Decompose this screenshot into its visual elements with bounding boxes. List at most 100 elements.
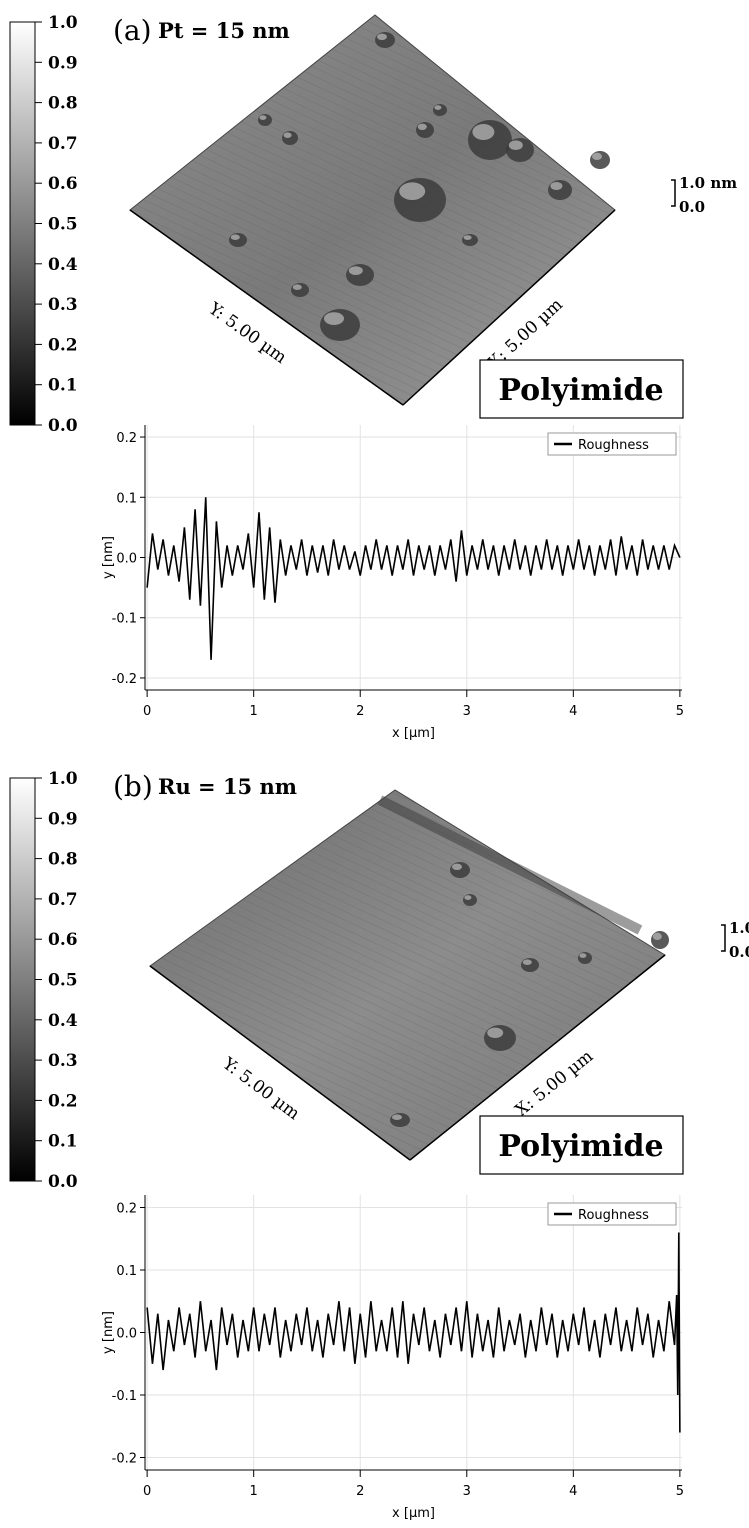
- colorbar-tick-label: 0.5: [48, 971, 78, 991]
- legend-label: Roughness: [578, 1208, 649, 1223]
- substrate-label: Polyimide: [498, 373, 663, 408]
- y-tick-label: 0.2: [116, 1202, 137, 1217]
- colorbar-tick-label: 0.3: [48, 1051, 78, 1071]
- legend-box: [547, 432, 677, 456]
- x-tick-label: 2: [356, 704, 364, 719]
- colorbar: [9, 777, 36, 1182]
- y-tick-label: 0.2: [116, 431, 137, 446]
- surface-feature-highlight: [392, 1114, 402, 1120]
- y-tick-label: -0.1: [112, 612, 137, 627]
- colorbar-tick-label: 0.8: [48, 94, 78, 114]
- substrate-label: Polyimide: [498, 1129, 663, 1164]
- colorbar-tick-label: 0.2: [48, 335, 78, 355]
- surface-feature-highlight: [434, 105, 442, 110]
- afm-texture: [130, 15, 615, 405]
- legend: Roughness: [547, 1202, 677, 1226]
- y-axis-title: y [nm]: [101, 536, 116, 579]
- surface-feature-highlight: [652, 932, 662, 941]
- colorbar-tick-label: 0.6: [48, 930, 78, 950]
- x-tick-label: 1: [250, 704, 258, 719]
- z-scale-top: 1.0 nm: [729, 919, 749, 937]
- panel-label: (a): [113, 14, 152, 47]
- colorbar-tick-label: 0.9: [48, 809, 78, 829]
- colorbar-tick-label: 0.0: [48, 416, 78, 436]
- colorbar-tick-label: 0.4: [48, 1011, 78, 1031]
- roughness-line: [146, 497, 681, 660]
- colorbar-tick-label: 1.0: [48, 769, 78, 789]
- surface-feature-highlight: [550, 182, 563, 190]
- surface-y-edge: [129, 209, 404, 406]
- surface-feature-highlight: [463, 235, 472, 241]
- x-axis-title: x [µm]: [392, 726, 435, 741]
- surface-feature-highlight: [259, 115, 267, 120]
- colorbar-tick-label: 1.0: [48, 13, 78, 33]
- surface-x-edge: [409, 954, 666, 1161]
- z-scale-bracket: [721, 924, 726, 952]
- roughness-line: [146, 1232, 681, 1433]
- y-tick-label: 0.1: [116, 1264, 137, 1279]
- surface-feature-highlight: [508, 140, 523, 150]
- x-tick-label: 5: [676, 704, 684, 719]
- surface-feature-highlight: [452, 863, 462, 870]
- colorbar-tick-label: 0.9: [48, 53, 78, 73]
- afm-texture: [150, 790, 665, 1160]
- surface-feature-highlight: [464, 895, 472, 900]
- y-tick-label: -0.2: [112, 1452, 137, 1467]
- panel-title: Pt = 15 nm: [158, 18, 290, 43]
- colorbar-tick-label: 0.4: [48, 255, 78, 275]
- surface-feature-highlight: [324, 312, 344, 325]
- surface-feature-highlight: [230, 234, 240, 240]
- surface-feature-highlight: [399, 182, 426, 200]
- surface-feature-highlight: [348, 266, 363, 275]
- surface-feature-highlight: [377, 33, 387, 40]
- y-tick-label: 0.0: [116, 1327, 137, 1342]
- legend-box: [547, 1202, 677, 1226]
- y-tick-label: -0.2: [112, 672, 137, 687]
- colorbar-tick-label: 0.3: [48, 295, 78, 315]
- legend: Roughness: [547, 432, 677, 456]
- z-scale-bracket: [671, 179, 676, 207]
- colorbar-tick-label: 0.8: [48, 850, 78, 870]
- x-tick-label: 1: [250, 1484, 258, 1499]
- surface-x-edge: [402, 209, 616, 406]
- surface-feature-highlight: [487, 1027, 504, 1039]
- surface-feature-highlight: [472, 124, 495, 140]
- colorbar-tick-label: 0.7: [48, 134, 78, 154]
- surface-feature-highlight: [592, 152, 602, 160]
- x-tick-label: 5: [676, 1484, 684, 1499]
- panel-label: (b): [113, 770, 153, 803]
- x-tick-label: 4: [569, 1484, 577, 1499]
- x-tick-label: 0: [143, 1484, 151, 1499]
- colorbar-tick-label: 0.1: [48, 376, 78, 396]
- colorbar-tick-label: 0.1: [48, 1132, 78, 1152]
- x-tick-label: 3: [463, 1484, 471, 1499]
- surface-feature-highlight: [292, 284, 302, 291]
- z-scale-bottom: 0.0: [729, 943, 749, 961]
- surface-feature-highlight: [417, 123, 427, 130]
- colorbar: [9, 21, 36, 426]
- x-tick-label: 4: [569, 704, 577, 719]
- colorbar-tick-label: 0.5: [48, 215, 78, 235]
- substrate-box: [479, 359, 684, 419]
- panel-title: Ru = 15 nm: [158, 774, 297, 799]
- surface-feature-highlight: [522, 959, 532, 965]
- colorbar-tick-label: 0.2: [48, 1091, 78, 1111]
- colorbar-tick-label: 0.0: [48, 1172, 78, 1192]
- x-axis-title: x [µm]: [392, 1506, 435, 1521]
- x-tick-label: 0: [143, 704, 151, 719]
- surface-feature-highlight: [579, 953, 587, 958]
- x-tick-label: 2: [356, 1484, 364, 1499]
- surface-y-edge: [149, 965, 411, 1161]
- y-tick-label: 0.1: [116, 491, 137, 506]
- y-axis-title: y [nm]: [101, 1311, 116, 1354]
- surface-feature-highlight: [283, 132, 292, 138]
- colorbar-tick-label: 0.7: [48, 890, 78, 910]
- surface-ridge: [377, 795, 643, 935]
- colorbar-tick-label: 0.6: [48, 174, 78, 194]
- y-tick-label: -0.1: [112, 1389, 137, 1404]
- substrate-box: [479, 1115, 684, 1175]
- x-tick-label: 3: [463, 704, 471, 719]
- y-tick-label: 0.0: [116, 552, 137, 567]
- z-scale-bottom: 0.0: [679, 198, 705, 216]
